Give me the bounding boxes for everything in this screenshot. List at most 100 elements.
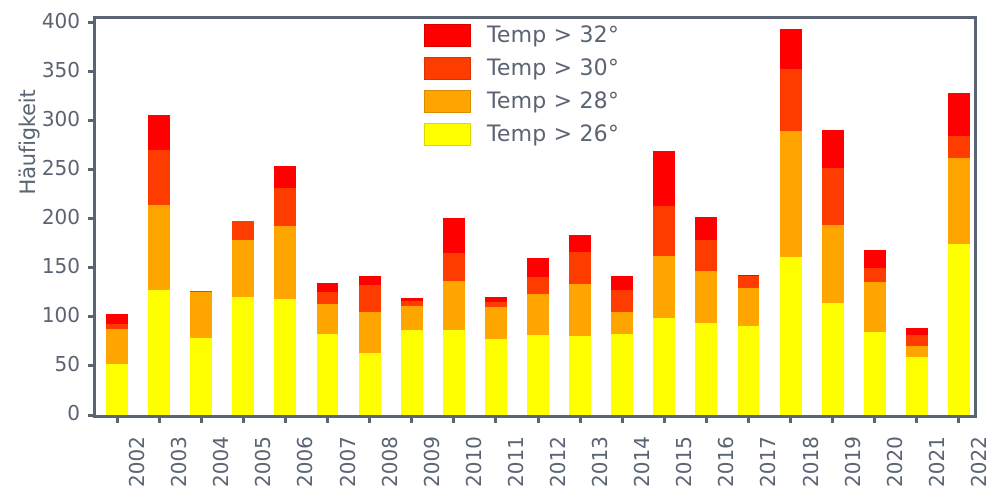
bar-segment[interactable]: [232, 297, 255, 415]
bar-segment[interactable]: [569, 252, 592, 284]
bar-segment[interactable]: [611, 333, 634, 415]
bar-segment[interactable]: [106, 364, 128, 415]
bar-segment[interactable]: [232, 220, 255, 240]
bar-stack[interactable]: [569, 234, 592, 415]
bar-segment[interactable]: [106, 314, 128, 324]
bar-segment[interactable]: [358, 353, 381, 415]
bar-segment[interactable]: [190, 290, 213, 292]
bar-segment[interactable]: [274, 225, 297, 300]
bar-segment[interactable]: [400, 329, 423, 415]
bar-segment[interactable]: [400, 298, 423, 302]
bar-segment[interactable]: [358, 275, 381, 285]
bar-segment[interactable]: [569, 234, 592, 253]
bar-segment[interactable]: [316, 292, 339, 305]
bar-stack[interactable]: [190, 290, 213, 415]
bar-stack[interactable]: [400, 298, 423, 415]
bar-segment[interactable]: [948, 244, 970, 415]
legend-item[interactable]: Temp > 26°: [424, 121, 619, 148]
bar-segment[interactable]: [190, 337, 213, 415]
bar-stack[interactable]: [695, 216, 718, 415]
bar-stack[interactable]: [779, 28, 802, 415]
bar-segment[interactable]: [737, 275, 760, 288]
bar-segment[interactable]: [779, 257, 802, 415]
bar-stack[interactable]: [821, 129, 844, 415]
bar-segment[interactable]: [527, 276, 549, 295]
bar-stack[interactable]: [484, 297, 507, 415]
bar-segment[interactable]: [400, 306, 423, 330]
bar-stack[interactable]: [527, 258, 549, 415]
legend-item[interactable]: Temp > 32°: [424, 22, 619, 49]
bar-segment[interactable]: [821, 167, 844, 225]
bar-segment[interactable]: [148, 150, 171, 206]
bar-segment[interactable]: [316, 282, 339, 293]
bar-segment[interactable]: [863, 267, 886, 282]
legend-item[interactable]: Temp > 28°: [424, 88, 619, 115]
bar-segment[interactable]: [779, 130, 802, 258]
bar-segment[interactable]: [737, 274, 760, 276]
bar-stack[interactable]: [905, 327, 928, 415]
bar-segment[interactable]: [232, 239, 255, 298]
bar-segment[interactable]: [653, 317, 676, 415]
bar-segment[interactable]: [106, 328, 128, 365]
bar-segment[interactable]: [442, 217, 465, 254]
bar-segment[interactable]: [358, 284, 381, 313]
bar-segment[interactable]: [863, 250, 886, 268]
bar-stack[interactable]: [232, 220, 255, 415]
bar-stack[interactable]: [442, 217, 465, 415]
bar-segment[interactable]: [484, 297, 507, 303]
bar-segment[interactable]: [274, 299, 297, 415]
bar-segment[interactable]: [611, 289, 634, 313]
bar-segment[interactable]: [695, 216, 718, 240]
bar-segment[interactable]: [779, 68, 802, 131]
bar-segment[interactable]: [484, 302, 507, 308]
bar-segment[interactable]: [316, 333, 339, 415]
bar-segment[interactable]: [821, 224, 844, 304]
bar-segment[interactable]: [442, 280, 465, 330]
bar-segment[interactable]: [779, 28, 802, 69]
bar-segment[interactable]: [653, 206, 676, 257]
bar-stack[interactable]: [653, 151, 676, 415]
bar-segment[interactable]: [274, 187, 297, 226]
bar-segment[interactable]: [905, 327, 928, 335]
bar-segment[interactable]: [948, 158, 970, 245]
bar-stack[interactable]: [274, 165, 297, 415]
bar-segment[interactable]: [190, 291, 213, 338]
bar-segment[interactable]: [695, 239, 718, 271]
bar-segment[interactable]: [653, 256, 676, 318]
bar-segment[interactable]: [148, 205, 171, 290]
bar-segment[interactable]: [948, 135, 970, 159]
bar-segment[interactable]: [863, 281, 886, 332]
legend-item[interactable]: Temp > 30°: [424, 55, 619, 82]
bar-segment[interactable]: [905, 346, 928, 358]
bar-segment[interactable]: [611, 275, 634, 290]
bar-segment[interactable]: [274, 165, 297, 188]
bar-segment[interactable]: [948, 93, 970, 136]
bar-segment[interactable]: [695, 270, 718, 323]
bar-segment[interactable]: [737, 325, 760, 415]
bar-segment[interactable]: [400, 301, 423, 307]
bar-segment[interactable]: [737, 287, 760, 326]
bar-segment[interactable]: [821, 303, 844, 415]
bar-stack[interactable]: [358, 275, 381, 415]
bar-segment[interactable]: [695, 322, 718, 415]
bar-segment[interactable]: [527, 294, 549, 335]
bar-segment[interactable]: [148, 114, 171, 151]
bar-stack[interactable]: [316, 282, 339, 415]
bar-segment[interactable]: [148, 289, 171, 415]
bar-segment[interactable]: [653, 151, 676, 207]
bar-stack[interactable]: [948, 93, 970, 415]
bar-segment[interactable]: [611, 312, 634, 334]
bar-segment[interactable]: [527, 334, 549, 415]
bar-segment[interactable]: [358, 312, 381, 354]
bar-segment[interactable]: [569, 335, 592, 415]
bar-segment[interactable]: [863, 331, 886, 415]
bar-segment[interactable]: [442, 253, 465, 281]
bar-segment[interactable]: [106, 323, 128, 329]
bar-stack[interactable]: [863, 250, 886, 415]
bar-stack[interactable]: [106, 314, 128, 415]
bar-stack[interactable]: [148, 114, 171, 415]
bar-segment[interactable]: [905, 357, 928, 415]
bar-segment[interactable]: [905, 334, 928, 347]
bar-segment[interactable]: [527, 258, 549, 277]
bar-segment[interactable]: [316, 304, 339, 334]
